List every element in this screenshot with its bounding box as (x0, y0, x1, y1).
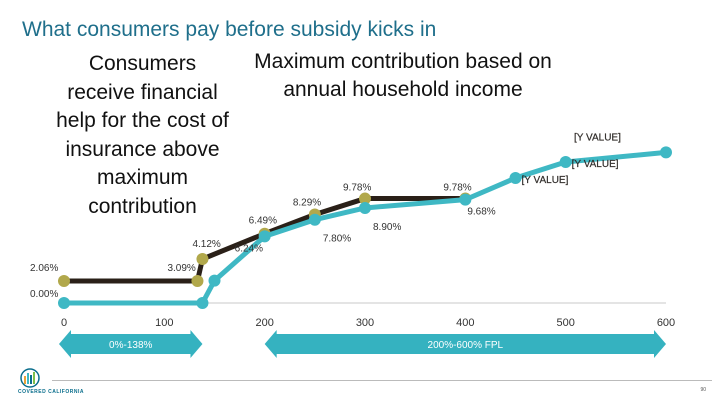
data-label: 7.80% (323, 234, 351, 245)
data-label: [Y VALUE] (574, 132, 621, 143)
chart-title: What consumers pay before subsidy kicks … (22, 18, 437, 41)
data-label: 9.68% (467, 207, 495, 218)
covered-california-logo (20, 368, 40, 388)
data-point (359, 192, 371, 205)
data-label: 6.24% (235, 243, 263, 254)
data-label: 3.09% (167, 263, 195, 274)
data-point (191, 275, 204, 288)
left-annotation: Consumers receive financial help for the… (56, 52, 229, 218)
data-point (509, 172, 522, 185)
x-tick-label: 100 (155, 317, 173, 329)
logo-text: COVERED CALIFORNIA (18, 389, 84, 395)
data-label: [Y VALUE] (522, 175, 569, 186)
data-point (58, 275, 70, 288)
data-point (459, 193, 472, 206)
data-point (196, 297, 209, 309)
x-tick-label: 400 (456, 317, 474, 329)
data-label: 9.78% (343, 183, 371, 194)
x-tick-label: 500 (556, 317, 574, 329)
data-point (258, 230, 271, 243)
x-tick-label: 300 (356, 317, 374, 329)
data-label: 2.06% (30, 263, 58, 274)
data-point (208, 274, 221, 287)
middle-annotation: Maximum contribution based on annual hou… (254, 50, 552, 101)
x-tick-label: 600 (657, 317, 675, 329)
data-point (559, 156, 572, 169)
page-number: 90 (700, 387, 706, 393)
data-point (660, 146, 672, 159)
x-tick-label: 200 (255, 317, 273, 329)
data-point (196, 253, 209, 266)
data-point (58, 297, 70, 309)
data-label: 6.49% (249, 216, 277, 227)
data-point (308, 213, 321, 226)
data-label: 0.00% (30, 289, 58, 300)
data-label: 8.90% (373, 222, 401, 233)
data-label: [Y VALUE] (572, 159, 619, 170)
range-arrow-2 (264, 330, 666, 358)
data-label: 4.12% (192, 239, 220, 250)
series-line-2 (64, 149, 667, 306)
footer-divider (52, 380, 712, 381)
data-label: 8.29% (293, 197, 321, 208)
data-label: 9.78% (443, 183, 471, 194)
range-arrow-label: 0%-138% (109, 340, 152, 351)
data-point (359, 201, 371, 214)
range-arrow-1 (58, 330, 203, 358)
range-arrow-label: 200%-600% FPL (428, 340, 504, 351)
x-tick-label: 0 (61, 317, 67, 329)
